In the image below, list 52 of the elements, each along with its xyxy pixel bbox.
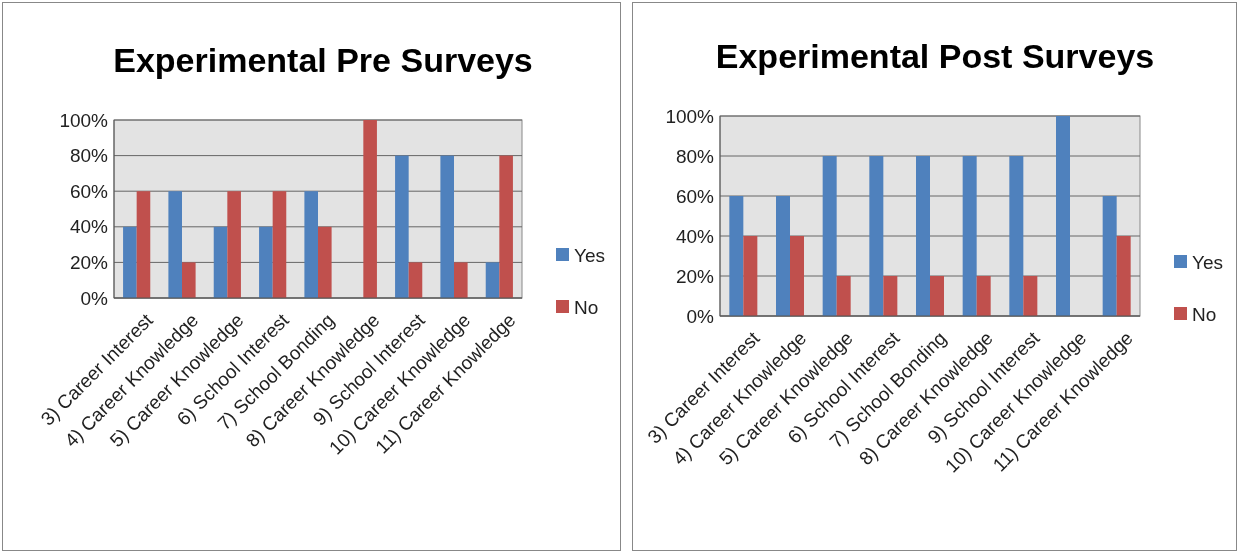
- bar: [1023, 276, 1038, 316]
- bar: [1116, 236, 1131, 316]
- bar: [182, 262, 196, 298]
- y-tick-label: 20%: [675, 265, 715, 287]
- chart-title: Experimental Post Surveys: [715, 37, 1155, 75]
- bar: [916, 156, 930, 316]
- y-tick-label: 60%: [69, 180, 109, 202]
- bar: [485, 262, 500, 298]
- bar: [1056, 116, 1070, 316]
- bar: [363, 120, 377, 298]
- bar: [776, 196, 790, 316]
- legend-label: No: [574, 296, 599, 318]
- bar: [822, 156, 837, 316]
- bar: [123, 226, 137, 298]
- bar: [136, 191, 151, 298]
- y-tick-label: 40%: [675, 225, 715, 247]
- bar: [743, 236, 758, 316]
- bar: [976, 276, 991, 316]
- bar: [729, 196, 744, 316]
- y-tick-label: 20%: [69, 252, 109, 274]
- bar: [836, 276, 851, 316]
- bar: [408, 262, 423, 298]
- bar: [790, 236, 804, 316]
- y-tick-label: 60%: [675, 185, 715, 207]
- y-tick-label: 0%: [686, 305, 715, 327]
- bar: [304, 191, 318, 298]
- legend-label: Yes: [1192, 251, 1223, 273]
- bar: [883, 276, 898, 316]
- bar: [259, 226, 273, 298]
- bar: [227, 191, 241, 298]
- bar: [1102, 196, 1117, 316]
- y-tick-label: 80%: [675, 145, 715, 167]
- chart-title: Experimental Pre Surveys: [113, 41, 533, 79]
- bar: [962, 156, 977, 316]
- bar: [213, 226, 228, 298]
- bar: [930, 276, 944, 316]
- y-tick-label: 40%: [69, 216, 109, 238]
- bar: [454, 262, 468, 298]
- y-tick-label: 80%: [69, 145, 109, 167]
- bar: [1009, 156, 1024, 316]
- legend-label: Yes: [574, 244, 605, 266]
- bar: [499, 155, 513, 298]
- y-tick-label: 0%: [80, 287, 109, 309]
- y-tick-label: 100%: [665, 105, 715, 127]
- bar: [318, 226, 332, 298]
- bar: [168, 191, 182, 298]
- bar: [272, 191, 287, 298]
- bar: [440, 155, 454, 298]
- bar: [869, 156, 884, 316]
- legend-label: No: [1192, 303, 1217, 325]
- bar: [395, 155, 409, 298]
- y-tick-label: 100%: [59, 109, 109, 131]
